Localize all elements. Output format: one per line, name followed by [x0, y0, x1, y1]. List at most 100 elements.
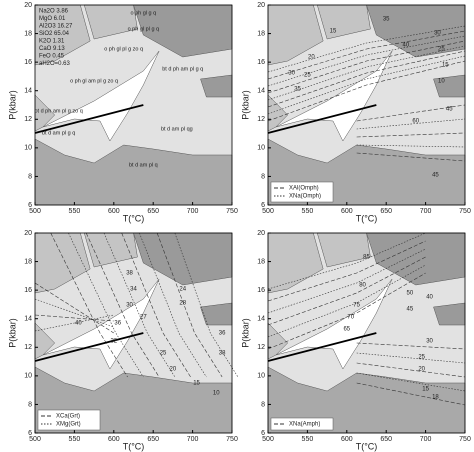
panel: 500 550 600 650 700 750 6 8 10 12 14 16 18 20 T(°C) P(k…	[7, 2, 238, 224]
contour-line	[356, 362, 466, 378]
contour-line	[356, 144, 466, 148]
contour-line	[356, 132, 466, 138]
x-tick-label: 650	[147, 436, 159, 443]
contour-line	[121, 232, 191, 378]
field-label: o ph gl g q	[131, 10, 157, 16]
y-tick-label: 6	[261, 202, 265, 209]
panel: 500 550 600 650 700 750 6 8 10 12 14 16 18 20 T(°C) P(k…	[240, 2, 471, 224]
contour-line	[50, 232, 128, 378]
field-label: bt d am pl q	[129, 162, 158, 168]
y-tick-label: 12	[24, 344, 32, 351]
x-tick-label: 500	[29, 436, 41, 443]
field-label: bt d am pl g q	[42, 130, 75, 136]
legend-label: XCa(Grt)	[56, 414, 80, 420]
y-tick-label: 10	[257, 373, 265, 380]
reaction-line	[34, 104, 144, 134]
y-axis-label: P(kbar)	[240, 90, 250, 120]
x-tick-label: 700	[420, 208, 432, 215]
contour-label: 24	[179, 287, 186, 293]
y-tick-label: 20	[257, 230, 265, 237]
contour-label: 20	[418, 367, 425, 373]
x-tick-label: 600	[108, 208, 120, 215]
contour-label: 20	[308, 55, 315, 61]
field-label: bt d am pl qg	[161, 126, 193, 132]
y-tick-label: 20	[257, 2, 265, 9]
contour-label: 65	[343, 327, 350, 333]
contour-line	[267, 30, 466, 80]
plot-frame	[267, 232, 466, 434]
legend-label: XNa(Omph)	[289, 194, 321, 200]
contour-line	[267, 50, 466, 108]
x-tick-label: 700	[420, 436, 432, 443]
contour-label: 30	[426, 339, 433, 345]
y-tick-label: 14	[24, 88, 32, 95]
contour-label: 30	[126, 303, 133, 309]
contour-label: 80	[359, 283, 366, 289]
y-tick-label: 12	[257, 116, 265, 123]
contour-label: 10	[438, 79, 445, 85]
y-tick-label: 12	[24, 116, 32, 123]
y-tick-label: 18	[24, 30, 32, 37]
contour-label: 85	[363, 255, 370, 261]
contour-label: 40	[75, 321, 82, 327]
contour-label: 75	[353, 303, 360, 309]
contour-label: 10	[213, 391, 220, 397]
contour-label: 25	[304, 73, 311, 79]
x-axis-label: T(°C)	[356, 213, 378, 223]
contour-label: 15	[422, 387, 429, 393]
x-tick-label: 650	[380, 208, 392, 215]
contour-line	[267, 25, 466, 73]
y-tick-label: 16	[24, 59, 32, 66]
x-tick-label: 550	[69, 436, 81, 443]
contour-label: 38	[219, 351, 226, 357]
contour-label: 38	[126, 271, 133, 277]
y-tick-label: 14	[257, 88, 265, 95]
contour-line	[267, 256, 426, 326]
y-tick-label: 16	[257, 59, 265, 66]
contour-label: 25	[160, 351, 167, 357]
x-tick-label: 700	[187, 208, 199, 215]
contour-line	[34, 298, 114, 328]
y-tick-label: 10	[24, 373, 32, 380]
composition-text: Na2O 3.86	[39, 9, 69, 15]
field-label: o ph gl pl g q	[128, 26, 160, 32]
x-tick-label: 600	[341, 436, 353, 443]
x-axis-label: T(°C)	[356, 441, 378, 451]
contour-line	[34, 314, 114, 332]
plot-frame	[34, 4, 233, 206]
contour-label: 45	[432, 173, 439, 179]
phase-field	[200, 74, 233, 98]
contour-line	[267, 240, 426, 302]
x-tick-label: 500	[29, 208, 41, 215]
composition-text: MgO 6.01	[39, 16, 66, 22]
x-axis-label: T(°C)	[123, 441, 145, 451]
contour-line	[356, 382, 466, 406]
reaction-line	[267, 332, 377, 362]
x-tick-label: 750	[226, 436, 238, 443]
contour-line	[356, 372, 466, 392]
x-tick-label: 750	[459, 208, 471, 215]
contour-line	[103, 232, 176, 378]
legend-label: XAl(Omph)	[289, 186, 319, 192]
contour-label: 70	[347, 315, 354, 321]
contour-label: 50	[406, 291, 413, 297]
y-tick-label: 20	[24, 230, 32, 237]
x-tick-label: 550	[69, 208, 81, 215]
x-tick-label: 550	[302, 208, 314, 215]
contour-line	[267, 55, 466, 115]
contour-line	[174, 232, 239, 378]
contour-label: 20	[170, 367, 177, 373]
contour-line	[267, 272, 426, 350]
contour-line	[267, 248, 426, 314]
contour-line	[356, 342, 466, 350]
legend-box	[37, 409, 101, 431]
contour-label: 35	[294, 87, 301, 93]
legend-label: XNa(Amph)	[289, 422, 320, 428]
x-tick-label: 750	[459, 436, 471, 443]
contour-line	[267, 35, 466, 87]
contour-label: 15	[442, 63, 449, 69]
contour-label: 30	[434, 31, 441, 37]
contour-line	[356, 352, 466, 364]
panel: 500 550 600 650 700 750 6 8 10 12 14 16 18 20 T(°C) P(k…	[7, 230, 239, 451]
field-label: bt d ph am pl g zo q	[34, 108, 82, 114]
